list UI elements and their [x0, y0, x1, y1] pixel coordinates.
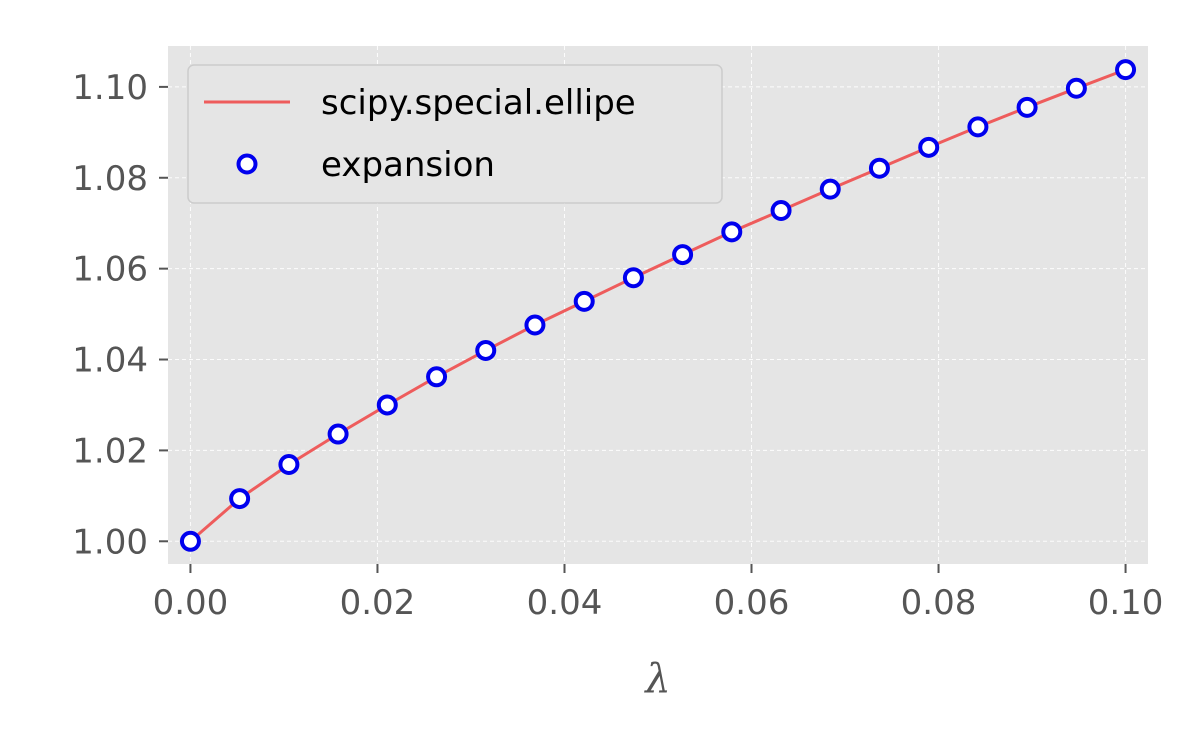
y-tick-label: 1.04 — [72, 341, 148, 381]
legend-marker-swatch — [236, 153, 258, 175]
y-tick-label: 1.08 — [72, 159, 148, 199]
expansion-point — [179, 530, 201, 552]
y-tick-label: 1.06 — [72, 250, 148, 290]
x-tick-label: 0.10 — [1088, 583, 1164, 623]
expansion-point — [524, 314, 546, 336]
expansion-point — [622, 267, 644, 289]
expansion-point — [573, 290, 595, 312]
x-tick-label: 0.02 — [340, 583, 416, 623]
series-layer — [179, 59, 1137, 552]
x-tick-label: 0.06 — [714, 583, 790, 623]
legend-label: expansion — [321, 145, 495, 185]
expansion-point — [967, 116, 989, 138]
expansion-point — [1115, 59, 1137, 81]
y-tick-label: 1.02 — [72, 431, 148, 471]
expansion-point — [1016, 96, 1038, 118]
y-axis-ticks: 1.00 1.02 1.04 1.06 1.08 1.10 — [72, 68, 168, 562]
x-tick-label: 0.08 — [901, 583, 977, 623]
legend-label: scipy.special.ellipe — [321, 83, 636, 123]
expansion-point — [770, 199, 792, 221]
expansion-point — [426, 366, 448, 388]
expansion-point — [819, 178, 841, 200]
x-tick-label: 0.04 — [527, 583, 603, 623]
expansion-point — [376, 394, 398, 416]
expansion-point — [918, 136, 940, 158]
expansion-point — [229, 488, 251, 510]
y-tick-label: 1.00 — [72, 522, 148, 562]
expansion-point — [672, 244, 694, 266]
expansion-point — [868, 157, 890, 179]
x-axis-ticks: 0.00 0.02 0.04 0.06 0.08 0.10 — [153, 564, 1164, 623]
expansion-point — [721, 221, 743, 243]
expansion-point — [278, 453, 300, 475]
legend-box — [187, 64, 723, 204]
expansion-point — [1065, 77, 1087, 99]
y-tick-label: 1.10 — [72, 68, 148, 108]
legend: scipy.special.ellipe expansion — [187, 64, 723, 204]
expansion-point — [327, 423, 349, 445]
x-axis-label: λ — [643, 656, 670, 702]
expansion-point — [475, 339, 497, 361]
x-tick-label: 0.00 — [153, 583, 229, 623]
